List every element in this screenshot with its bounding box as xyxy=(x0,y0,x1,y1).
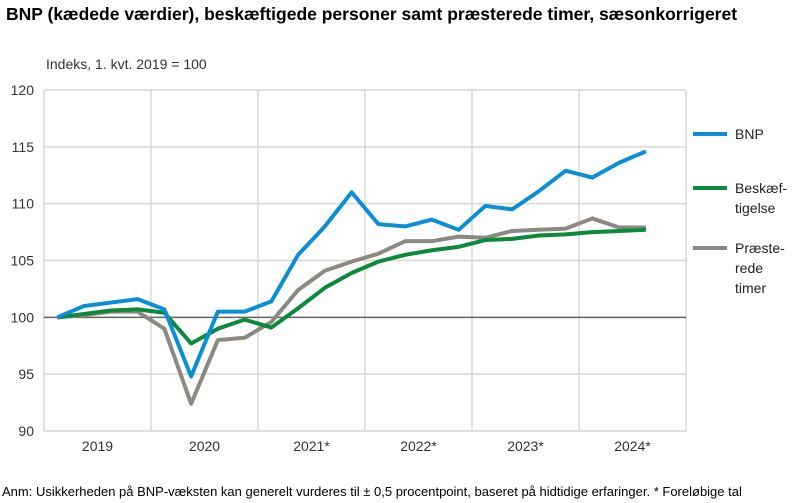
x-tick-label: 2023* xyxy=(507,438,544,454)
legend-label-2: rede xyxy=(735,260,763,276)
y-axis-label: Indeks, 1. kvt. 2019 = 100 xyxy=(46,56,207,72)
legend-label-2: Præste- xyxy=(735,240,785,256)
series-line-0 xyxy=(56,149,647,379)
y-tick-label: 105 xyxy=(11,253,35,269)
y-tick-label: 115 xyxy=(12,139,35,155)
chart-title: BNP (kædede værdier), beskæftigede perso… xyxy=(6,4,738,24)
x-tick-label: 2024* xyxy=(614,438,651,454)
x-tick-label: 2019 xyxy=(82,438,113,454)
legend-label-1: tigelse xyxy=(735,200,776,216)
y-tick-label: 110 xyxy=(12,196,35,212)
y-tick-label: 95 xyxy=(18,366,34,382)
legend-label-2: timer xyxy=(735,280,766,296)
x-tick-label: 2022* xyxy=(400,438,437,454)
legend-label-0: BNP xyxy=(735,126,764,142)
y-tick-label: 90 xyxy=(18,423,34,439)
x-tick-label: 2021* xyxy=(293,438,330,454)
x-tick-label: 2020 xyxy=(189,438,220,454)
footnote: Anm: Usikkerheden på BNP-væksten kan gen… xyxy=(2,484,742,499)
series-line-1 xyxy=(57,227,646,346)
y-tick-label: 100 xyxy=(11,309,35,325)
legend-label-1: Beskæf- xyxy=(735,180,787,196)
y-tick-label: 120 xyxy=(11,82,35,98)
series-line-2 xyxy=(57,216,646,406)
